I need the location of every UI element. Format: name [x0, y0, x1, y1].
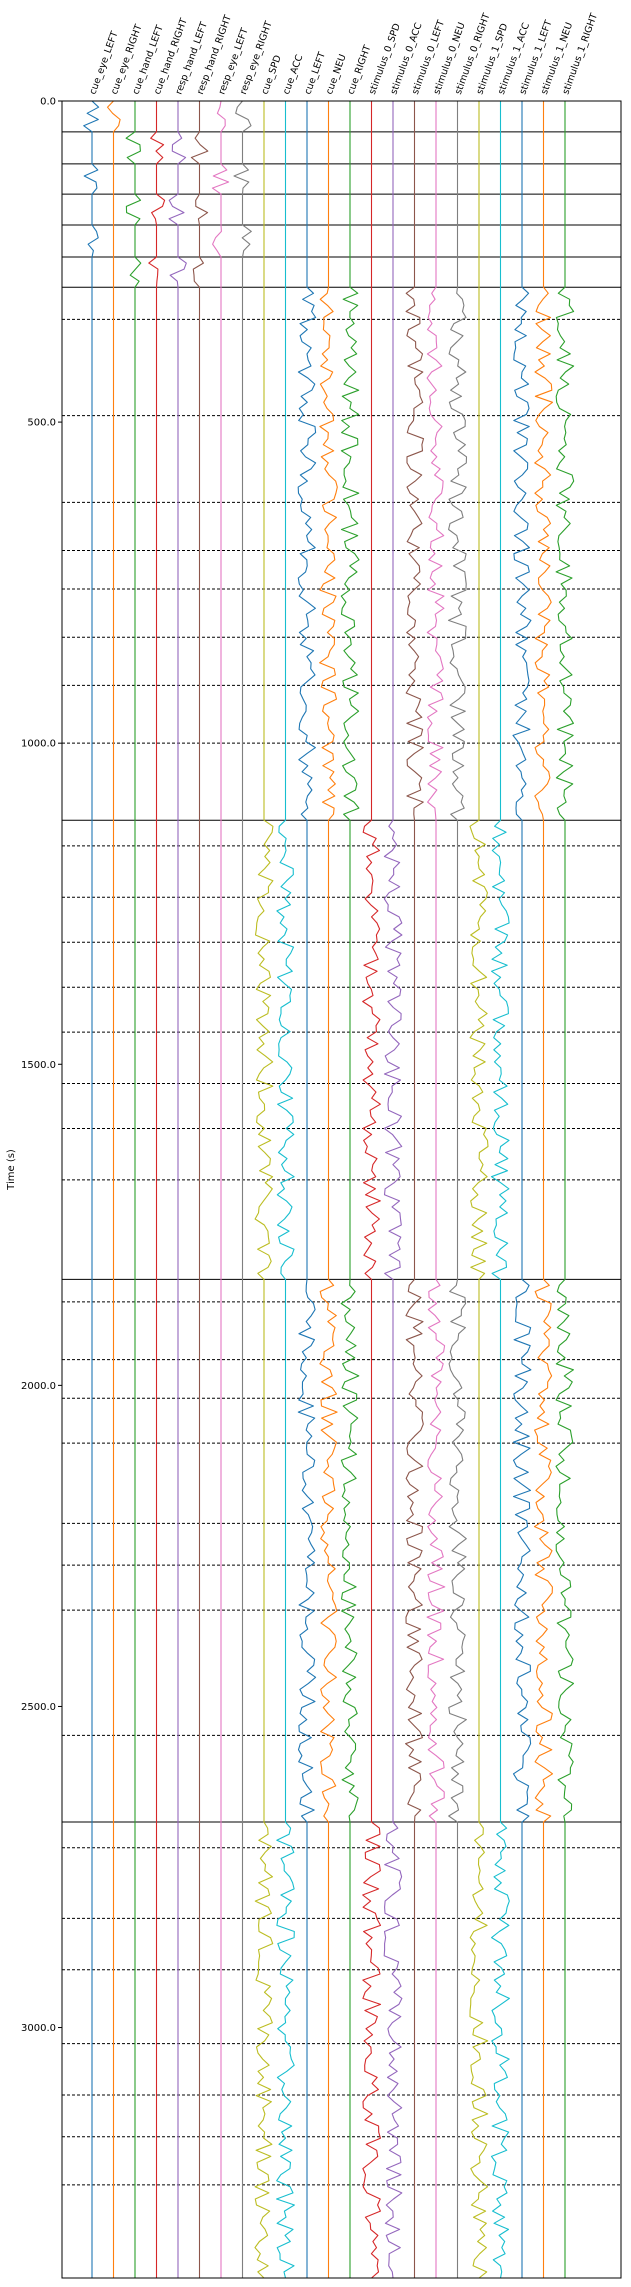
y-tick-label: 2000.0: [21, 1381, 56, 1392]
trace-cue-neu: [320, 101, 338, 2278]
y-tick-label: 3000.0: [21, 2023, 56, 2034]
plot-frame: [62, 101, 621, 2278]
channel-label: cue_ACC: [281, 53, 306, 96]
trace-cue-eye-left: [84, 101, 99, 2278]
block-boundary-lines: [62, 132, 621, 2185]
trace-stimulus-0-acc: [384, 101, 402, 2278]
trace-resp-hand-right: [191, 101, 207, 2278]
trace-stimulus-0-left: [406, 101, 424, 2278]
y-tick-label: 1000.0: [21, 739, 56, 750]
trace-cue-eye-right: [108, 101, 121, 2278]
y-axis-title: Time (s): [6, 1149, 17, 1191]
channel-labels: cue_eye_LEFTcue_eye_RIGHTcue_hand_LEFTcu…: [87, 12, 600, 96]
channel-traces: [84, 101, 574, 2278]
trace-cue-spd: [255, 101, 273, 2278]
y-tick-label: 500.0: [27, 418, 56, 429]
trace-stimulus-0-spd: [363, 101, 381, 2278]
trace-cue-acc: [277, 101, 295, 2278]
trace-cue-hand-left: [126, 101, 141, 2278]
trace-stimulus-1-acc: [492, 101, 510, 2278]
trace-stimulus-1-left: [513, 101, 531, 2278]
channel-label: cue_NEU: [324, 53, 349, 96]
trace-cue-hand-right: [149, 101, 165, 2278]
trace-resp-eye-left: [212, 101, 228, 2278]
y-tick-label: 1500.0: [21, 1060, 56, 1071]
trace-stimulus-0-neu: [427, 101, 445, 2278]
y-tick-label: 0.0: [40, 97, 56, 108]
trace-stimulus-1-neu: [535, 101, 553, 2278]
y-axis: 0.0 500.0 1000.0 1500.0 2000.0 2500.0 3000.0: [21, 97, 62, 2035]
trace-resp-hand-left: [169, 101, 186, 2278]
trace-resp-eye-right: [234, 101, 251, 2278]
trace-stimulus-0-right: [449, 101, 467, 2278]
trace-cue-right: [341, 101, 359, 2278]
channel-label: cue_SPD: [259, 54, 283, 96]
trace-stimulus-1-right: [556, 101, 574, 2278]
trace-stimulus-1-spd: [470, 101, 488, 2278]
y-tick-label: 2500.0: [21, 1702, 56, 1713]
trace-cue-left: [298, 101, 316, 2278]
